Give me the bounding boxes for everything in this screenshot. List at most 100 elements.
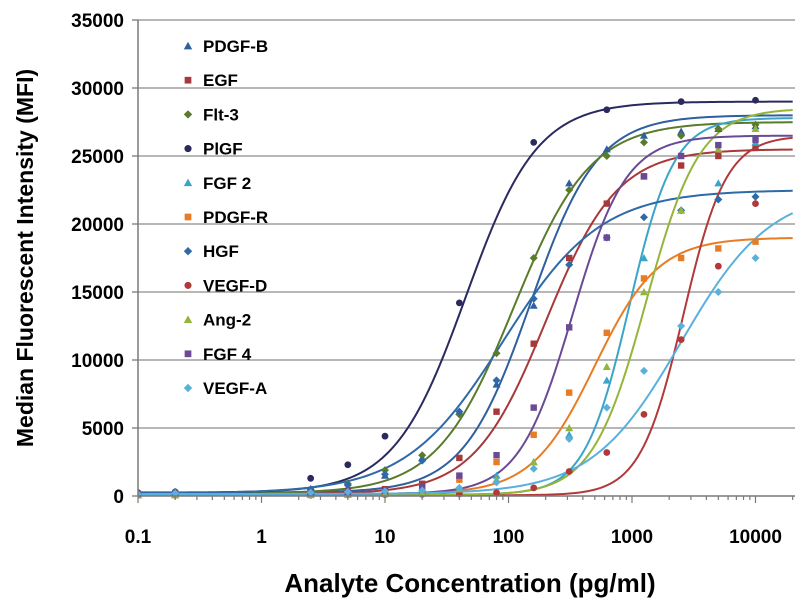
data-point bbox=[714, 145, 723, 153]
axes bbox=[132, 19, 795, 503]
data-point bbox=[677, 162, 685, 169]
data-point bbox=[603, 329, 610, 336]
data-point bbox=[639, 213, 648, 222]
legend-label: HGF bbox=[203, 242, 239, 261]
data-point bbox=[603, 200, 610, 207]
data-point bbox=[640, 411, 648, 418]
data-point bbox=[677, 131, 686, 140]
y-tick-label: 25000 bbox=[71, 147, 124, 168]
curve-ang-2 bbox=[138, 109, 793, 497]
data-point bbox=[381, 432, 389, 440]
data-point bbox=[565, 324, 573, 331]
x-tick-label: 100 bbox=[493, 527, 525, 548]
data-point bbox=[565, 254, 573, 262]
x-axis-title: Analyte Concentration (pg/ml) bbox=[284, 568, 655, 598]
legend-label: FGF 4 bbox=[203, 345, 252, 364]
data-point bbox=[418, 486, 427, 495]
data-point bbox=[677, 254, 685, 262]
data-point bbox=[639, 138, 648, 147]
data-point bbox=[565, 260, 574, 269]
data-point bbox=[640, 275, 648, 282]
data-point bbox=[565, 389, 573, 396]
y-tick-label: 20000 bbox=[71, 215, 124, 236]
y-tick-label: 0 bbox=[113, 487, 124, 508]
y-tick-labels: 0 5000 10000 15000 20000 25000 30000 35000 bbox=[71, 11, 124, 508]
data-point bbox=[714, 195, 723, 204]
data-point bbox=[714, 124, 723, 133]
curve-hgf bbox=[138, 189, 793, 495]
data-point bbox=[715, 141, 722, 149]
legend-label: VEGF-A bbox=[203, 379, 267, 398]
data-point bbox=[752, 238, 759, 245]
data-point bbox=[565, 179, 574, 187]
legend-marker bbox=[184, 281, 192, 289]
y-tick-label: 5000 bbox=[82, 419, 124, 440]
y-axis-title: Median Fluorescent Intensity (MFI) bbox=[12, 69, 38, 447]
legend-label: PlGF bbox=[203, 140, 243, 159]
legend-marker bbox=[184, 350, 192, 358]
data-point bbox=[306, 488, 315, 497]
x-tick-label: 10 bbox=[374, 527, 395, 548]
data-point bbox=[565, 434, 574, 443]
data-point bbox=[565, 430, 574, 438]
data-point bbox=[603, 234, 610, 241]
data-point bbox=[677, 322, 686, 330]
data-point bbox=[456, 472, 463, 479]
data-point bbox=[715, 245, 722, 252]
data-point bbox=[455, 483, 464, 492]
x-tick-labels: 0.1 1 10 100 1000 10000 bbox=[125, 527, 782, 548]
data-point bbox=[565, 424, 574, 432]
data-point bbox=[418, 456, 427, 465]
data-point bbox=[492, 478, 501, 487]
data-point bbox=[677, 152, 685, 160]
curve-pdgf-b bbox=[138, 114, 793, 494]
legend-label: PDGF-R bbox=[203, 208, 268, 227]
data-point bbox=[602, 362, 611, 370]
curve-plgf bbox=[138, 100, 793, 494]
data-point bbox=[530, 340, 537, 347]
data-point bbox=[639, 366, 648, 375]
data-point bbox=[602, 376, 611, 384]
data-point bbox=[677, 336, 685, 343]
data-point bbox=[677, 127, 686, 135]
legend-marker bbox=[183, 110, 193, 119]
data-point bbox=[639, 288, 648, 296]
data-point bbox=[492, 471, 501, 479]
legend-label: EGF bbox=[203, 71, 238, 90]
data-point bbox=[602, 403, 611, 412]
data-point bbox=[455, 407, 464, 416]
data-point bbox=[752, 96, 759, 104]
data-point bbox=[529, 458, 538, 466]
data-point bbox=[456, 476, 463, 483]
data-point bbox=[530, 431, 537, 438]
legend-marker bbox=[183, 383, 193, 393]
data-point bbox=[603, 106, 611, 114]
data-point bbox=[455, 299, 463, 307]
x-tick-label: 1000 bbox=[611, 527, 653, 548]
x-tick-label: 0.1 bbox=[125, 527, 152, 548]
data-point bbox=[714, 262, 722, 270]
curve-flt-3 bbox=[138, 121, 793, 495]
legend-label: VEGF-D bbox=[203, 276, 267, 295]
data-point bbox=[602, 145, 611, 153]
data-point bbox=[343, 481, 352, 490]
data-point bbox=[751, 120, 760, 129]
legend-marker bbox=[183, 315, 193, 323]
data-point bbox=[677, 206, 686, 214]
data-point bbox=[343, 487, 352, 496]
data-point bbox=[493, 408, 500, 415]
data-point bbox=[529, 301, 538, 309]
data-point bbox=[602, 152, 611, 160]
fit-curves bbox=[138, 100, 794, 497]
data-point bbox=[529, 254, 538, 262]
data-point bbox=[752, 136, 759, 143]
data-point bbox=[677, 98, 685, 105]
data-point bbox=[381, 466, 389, 475]
data-point bbox=[715, 152, 722, 160]
data-point bbox=[530, 404, 537, 411]
data-point bbox=[492, 349, 501, 358]
data-point bbox=[418, 483, 426, 490]
y-tick-label: 10000 bbox=[71, 351, 124, 372]
x-tick-label: 1 bbox=[256, 527, 267, 548]
